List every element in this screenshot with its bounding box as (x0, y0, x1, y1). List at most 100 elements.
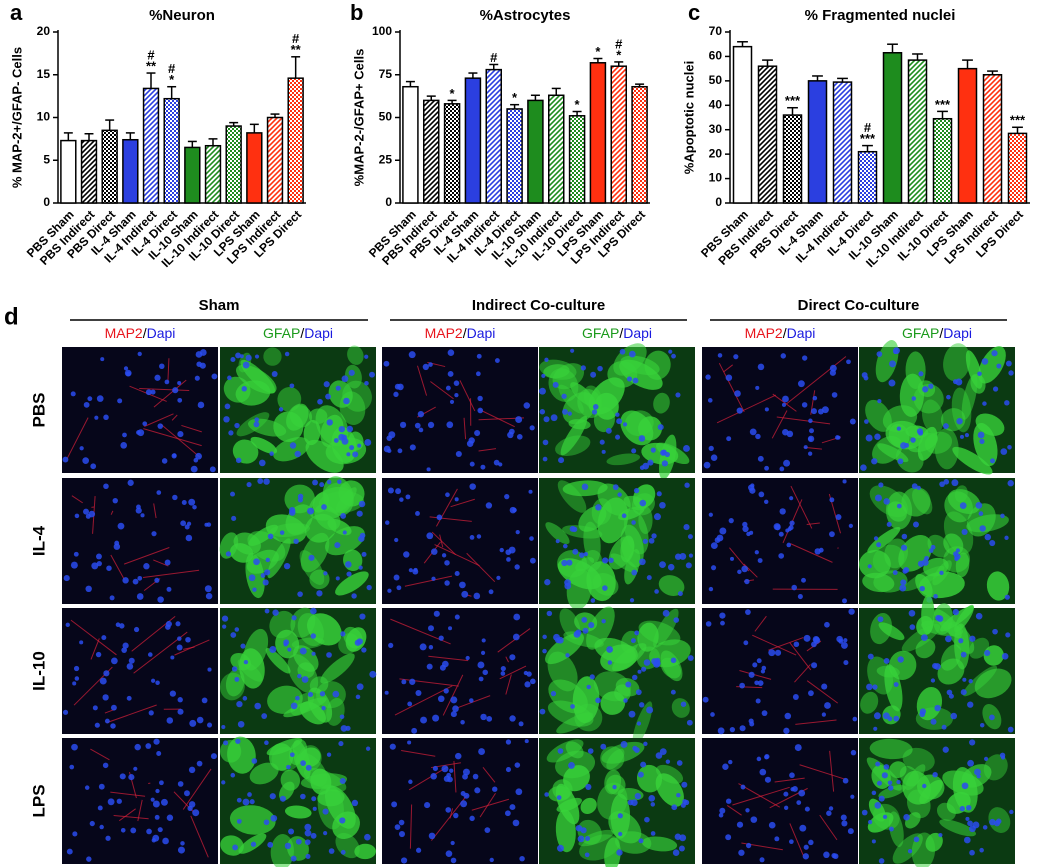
nucleus (62, 456, 69, 463)
stain-label: GFAP/Dapi (902, 325, 972, 341)
astrocyte (574, 703, 603, 732)
nucleus (615, 434, 621, 440)
micrograph (702, 478, 858, 604)
nucleus (543, 416, 550, 423)
neurite (790, 543, 833, 563)
nucleus (628, 350, 636, 358)
nucleus (431, 548, 438, 555)
nucleus (312, 806, 317, 811)
astrocyte (277, 386, 302, 412)
neurite (754, 615, 767, 632)
nucleus (420, 716, 428, 724)
nucleus (831, 392, 838, 398)
astrocyte (299, 550, 325, 585)
nucleus (707, 398, 713, 403)
bar (80, 139, 98, 204)
significance-mark: # (147, 47, 155, 62)
nucleus (650, 831, 656, 836)
nucleus (356, 683, 364, 691)
nucleus (94, 722, 100, 728)
nucleus (567, 411, 572, 416)
astrocyte (220, 835, 244, 856)
nucleus (764, 753, 770, 760)
nucleus (952, 608, 959, 616)
nucleus (852, 716, 858, 722)
nucleus (840, 814, 847, 821)
nucleus (811, 662, 818, 669)
nucleus (965, 804, 972, 811)
nucleus (631, 520, 636, 525)
nucleus (515, 788, 523, 796)
nucleus (419, 643, 427, 651)
nucleus (754, 550, 759, 555)
nucleus (670, 657, 677, 664)
nucleus (848, 608, 855, 615)
stain-part: MAP2 (105, 325, 143, 341)
nucleus (230, 356, 236, 363)
nucleus (152, 800, 160, 808)
nucleus (1007, 445, 1012, 450)
nucleus (441, 553, 447, 558)
neurite (106, 704, 157, 724)
nucleus (291, 615, 297, 621)
nucleus (595, 504, 602, 511)
significance-mark: *** (1010, 113, 1026, 128)
nucleus (505, 766, 512, 773)
nucleus (542, 634, 547, 640)
stain-part: Dapi (943, 325, 972, 341)
nucleus (73, 665, 80, 672)
nucleus (939, 570, 944, 576)
nucleus (398, 819, 405, 826)
nucleus (74, 676, 80, 681)
nucleus (979, 438, 985, 445)
astrocyte (901, 487, 931, 517)
nucleus (759, 768, 767, 776)
nucleus (247, 792, 252, 797)
nucleus (185, 636, 191, 643)
nucleus (444, 560, 450, 566)
nucleus (802, 853, 809, 860)
nucleus (916, 428, 924, 435)
nucleus (552, 381, 559, 388)
neurite (785, 356, 847, 405)
astrocyte (289, 739, 308, 766)
nucleus (428, 832, 436, 840)
astrocyte (566, 568, 592, 610)
astrocyte (612, 643, 647, 672)
nucleus (982, 401, 987, 406)
y-tick-label: 0 (715, 195, 722, 209)
astrocyte (888, 811, 904, 847)
astrocyte (915, 638, 936, 659)
nucleus (85, 585, 92, 593)
nucleus (673, 617, 680, 623)
astrocyte (658, 575, 685, 596)
nucleus (950, 712, 958, 720)
nucleus (110, 704, 117, 711)
nucleus (426, 663, 433, 670)
nucleus (951, 479, 959, 487)
nucleus (326, 652, 332, 658)
nucleus (341, 437, 349, 445)
nucleus (235, 738, 241, 744)
nucleus (515, 416, 523, 424)
nucleus (938, 832, 943, 838)
nucleus (230, 772, 236, 778)
nucleus (590, 598, 596, 603)
nucleus (922, 783, 927, 789)
nucleus (542, 456, 548, 462)
nucleus (128, 774, 135, 781)
astrocyte (583, 521, 601, 564)
bar (857, 150, 878, 204)
bar (982, 74, 1003, 204)
nucleus (461, 590, 469, 598)
neurite (479, 792, 496, 818)
nucleus (236, 818, 242, 824)
significance-mark: *** (785, 93, 801, 108)
astrocyte (250, 436, 278, 454)
nucleus (209, 466, 216, 473)
nucleus (677, 591, 683, 597)
stain-part: MAP2 (425, 325, 463, 341)
nucleus (660, 449, 667, 456)
nucleus (284, 351, 290, 357)
nucleus (755, 698, 761, 704)
